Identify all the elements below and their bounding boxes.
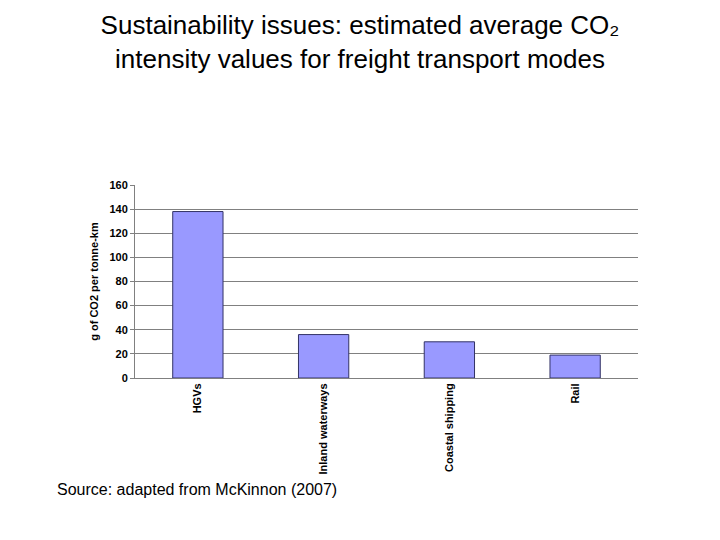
svg-text:g of CO2 per tonne-km: g of CO2 per tonne-km: [88, 222, 100, 341]
svg-text:Rail: Rail: [569, 383, 581, 403]
svg-text:Coastal shipping: Coastal shipping: [443, 383, 455, 472]
svg-text:Source: adapted from McKinnon: Source: adapted from McKinnon (2007): [57, 481, 337, 498]
svg-text:100: 100: [109, 251, 127, 263]
svg-text:160: 160: [109, 179, 127, 191]
svg-text:40: 40: [116, 324, 128, 336]
svg-text:Sustainability issues: estimat: Sustainability issues: estimated average…: [101, 10, 620, 74]
svg-text:120: 120: [109, 227, 127, 239]
svg-text:0: 0: [122, 372, 128, 384]
svg-text:Inland waterways: Inland waterways: [317, 383, 329, 474]
svg-text:20: 20: [116, 348, 128, 360]
svg-text:60: 60: [116, 299, 128, 311]
svg-text:140: 140: [109, 203, 127, 215]
svg-text:80: 80: [116, 275, 128, 287]
svg-text:HGVs: HGVs: [191, 383, 203, 413]
